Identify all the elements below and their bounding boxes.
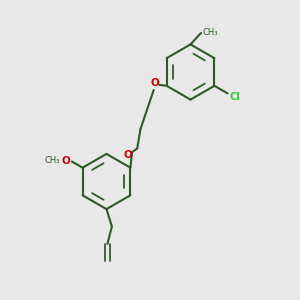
Text: O: O	[151, 78, 160, 88]
Text: O: O	[61, 156, 70, 166]
Text: Cl: Cl	[229, 92, 240, 102]
Text: CH₃: CH₃	[45, 156, 60, 165]
Text: O: O	[124, 150, 133, 160]
Text: CH₃: CH₃	[202, 28, 218, 37]
